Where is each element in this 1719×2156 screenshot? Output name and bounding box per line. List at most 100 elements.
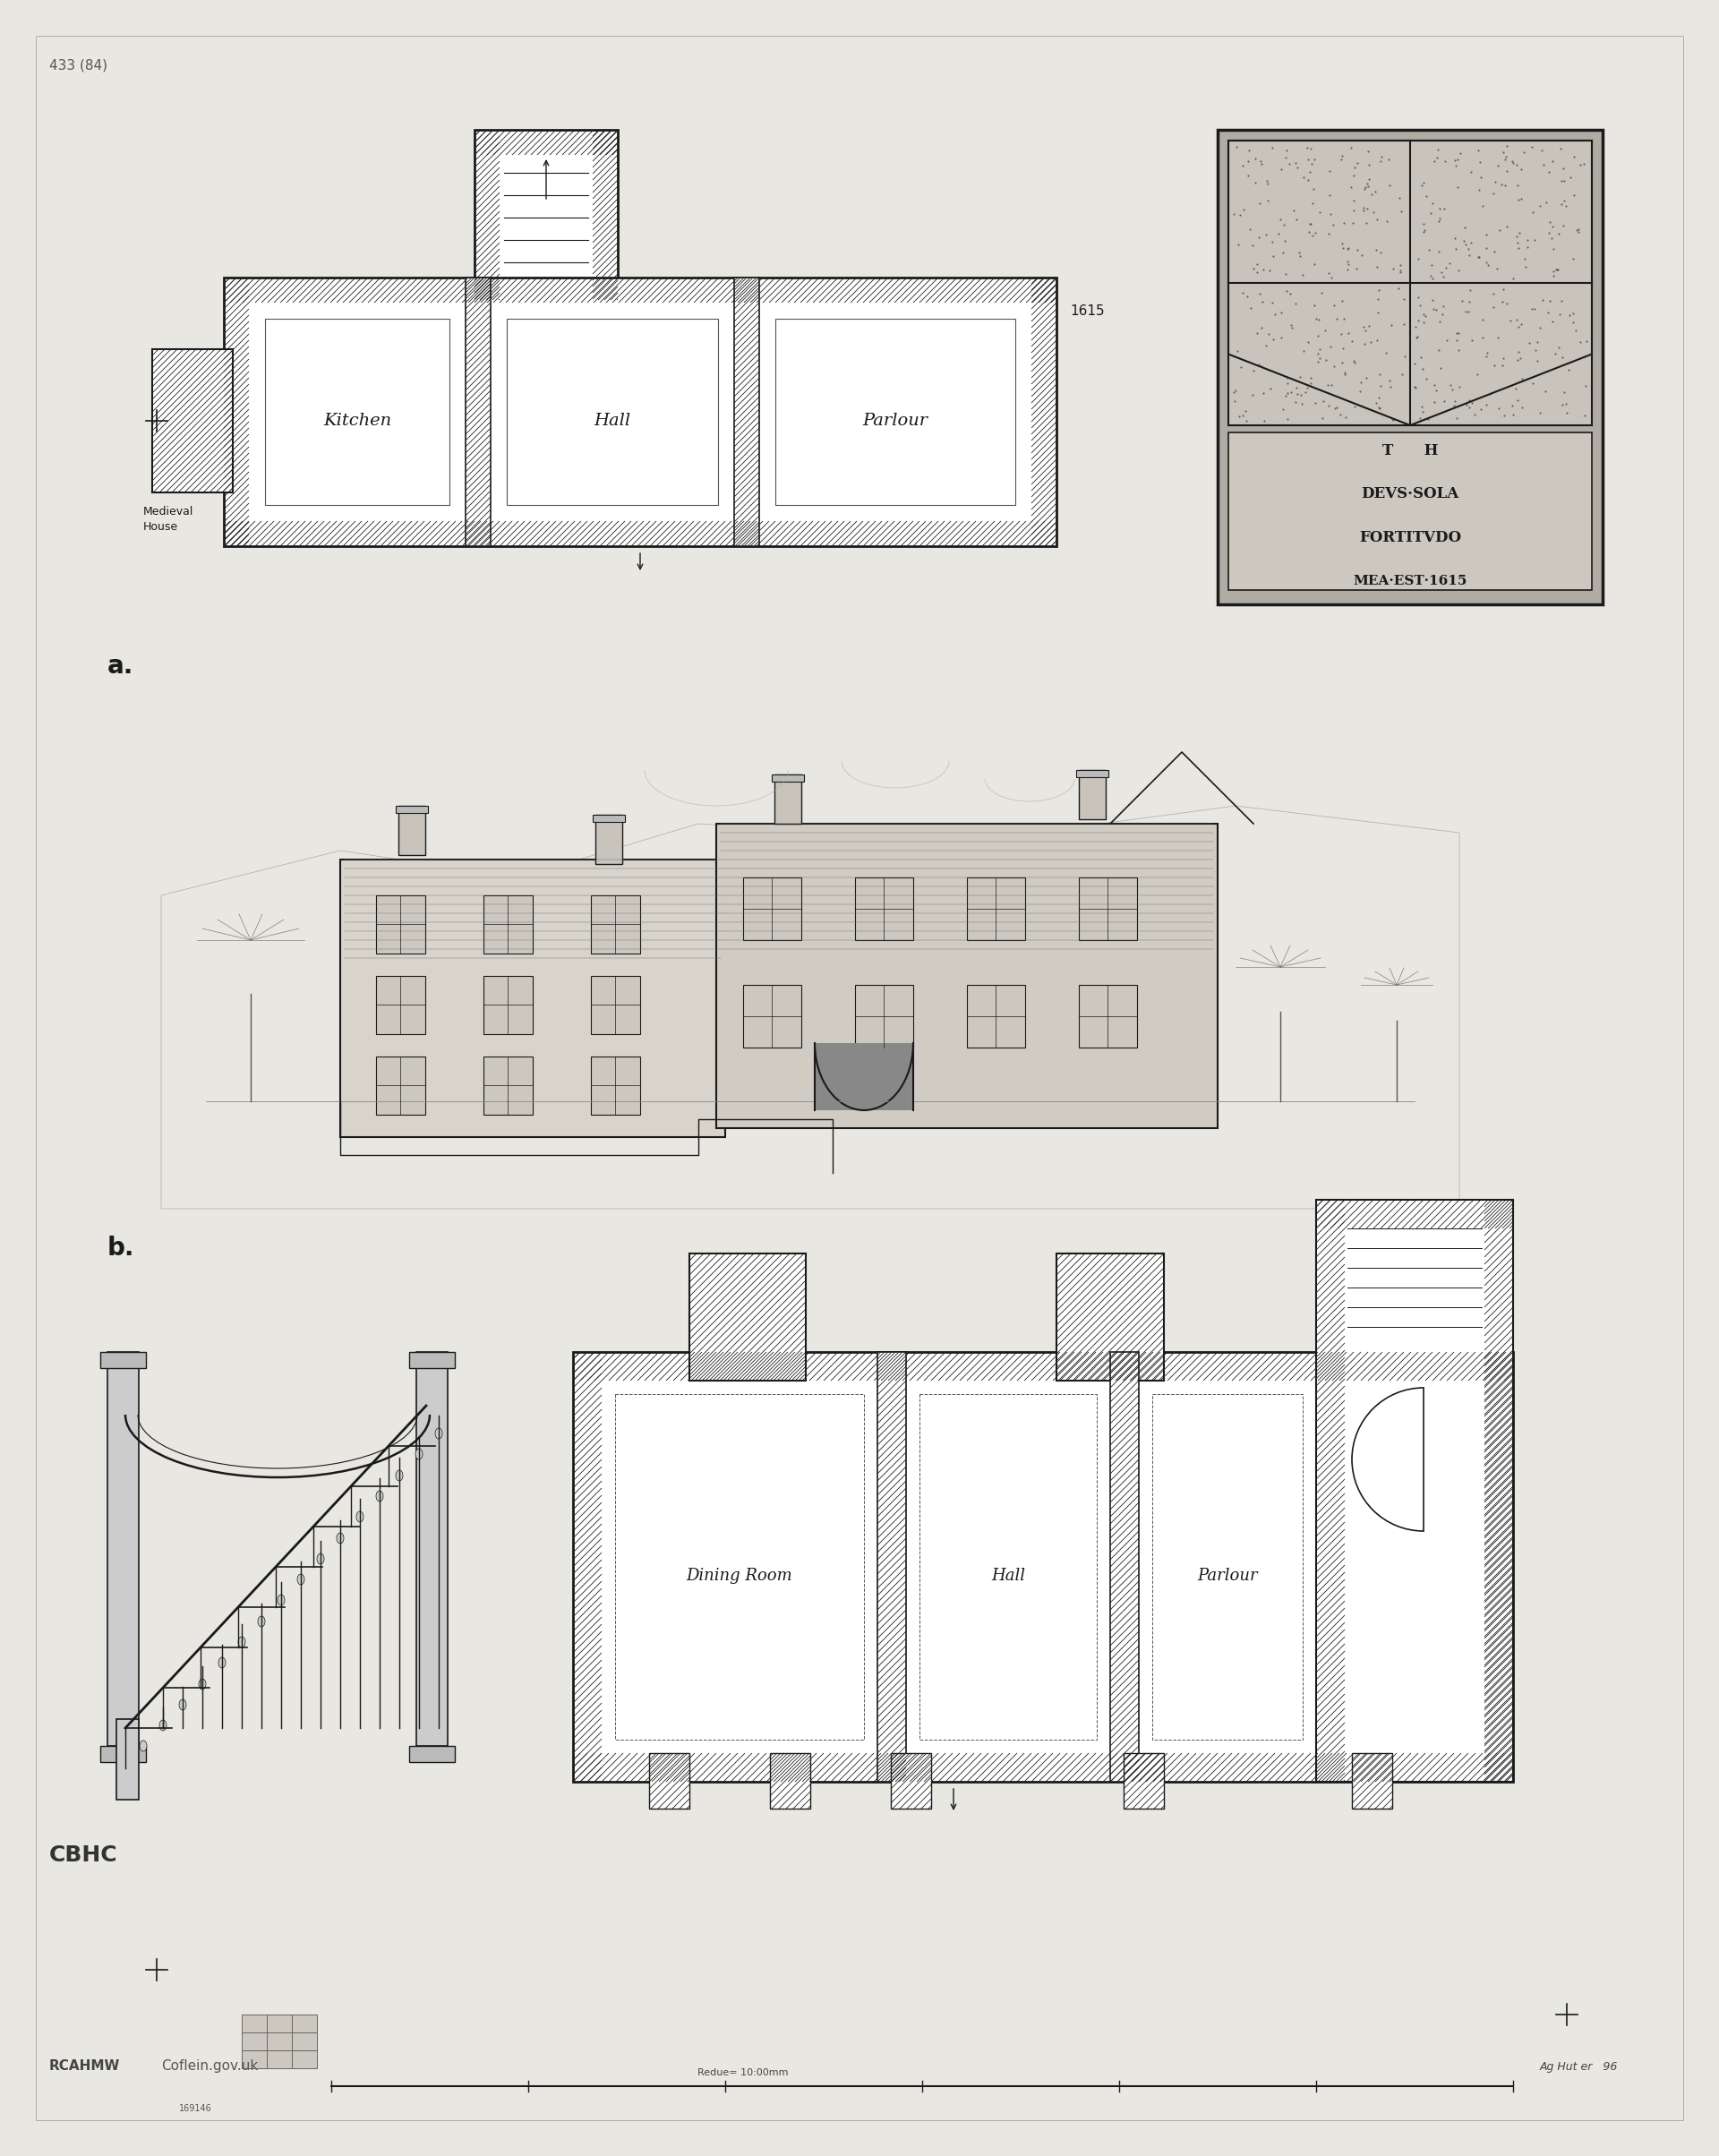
Point [1318, 207, 1346, 241]
Point [1318, 369, 1346, 403]
Point [1466, 144, 1494, 179]
Point [1539, 304, 1566, 338]
Point [1282, 384, 1310, 418]
Point [1375, 364, 1403, 399]
Point [1446, 369, 1473, 403]
Point [1355, 162, 1382, 196]
Point [1246, 144, 1274, 179]
Point [1471, 218, 1499, 252]
Point [1312, 343, 1339, 377]
Bar [1080, 770, 1105, 819]
Point [1234, 144, 1262, 179]
Point [1456, 390, 1483, 425]
Point [1262, 298, 1289, 332]
Point [1239, 354, 1267, 388]
Point [1250, 252, 1277, 287]
Point [1492, 209, 1520, 244]
Point [1504, 183, 1532, 218]
Point [1391, 338, 1418, 373]
Point [1526, 395, 1554, 429]
Point [1549, 341, 1576, 375]
Bar [1351, 1753, 1392, 1809]
Point [1377, 369, 1404, 403]
Point [1535, 216, 1563, 250]
Bar [100, 1352, 146, 1369]
Point [1372, 336, 1399, 371]
Point [1502, 147, 1530, 181]
Point [1331, 356, 1358, 390]
Text: Parlour: Parlour [863, 412, 928, 429]
Point [1511, 136, 1539, 170]
Point [1238, 291, 1265, 326]
Point [1236, 213, 1263, 248]
Point [1274, 401, 1301, 436]
Point [1454, 233, 1482, 267]
Point [1480, 235, 1508, 270]
Point [1306, 341, 1334, 375]
Point [1361, 175, 1389, 209]
Point [1355, 168, 1382, 203]
Bar [376, 895, 425, 953]
Point [1391, 306, 1418, 341]
Point [1313, 369, 1341, 403]
Text: DEVS·SOLA: DEVS·SOLA [1361, 487, 1459, 502]
Point [1277, 375, 1305, 410]
Point [1418, 282, 1446, 317]
Bar [1152, 1395, 1303, 1740]
Point [1274, 367, 1301, 401]
Bar [854, 877, 913, 940]
Point [1329, 330, 1356, 364]
Bar [591, 895, 639, 953]
Point [1410, 213, 1437, 248]
Point [1502, 220, 1530, 254]
Text: Ag Hut er   96: Ag Hut er 96 [1540, 2061, 1618, 2072]
Point [1327, 397, 1355, 431]
Bar [409, 1746, 456, 1761]
Point [1229, 399, 1257, 433]
Ellipse shape [258, 1617, 265, 1628]
Point [1490, 168, 1518, 203]
Point [1415, 401, 1442, 436]
Point [1411, 298, 1439, 332]
Point [1363, 323, 1391, 358]
Point [1410, 166, 1437, 201]
Point [1513, 229, 1540, 263]
Point [1404, 319, 1432, 354]
Bar [483, 977, 533, 1035]
Point [1425, 205, 1453, 239]
Point [1308, 401, 1336, 436]
Point [1253, 164, 1281, 198]
Point [1559, 179, 1587, 213]
Text: Kitchen: Kitchen [323, 412, 392, 429]
Point [1289, 160, 1317, 194]
Point [1547, 164, 1575, 198]
Text: a.: a. [107, 653, 134, 679]
Bar [266, 2014, 292, 2033]
Point [1542, 336, 1569, 371]
Point [1337, 132, 1365, 166]
Point [1504, 224, 1532, 259]
Text: 433 (84): 433 (84) [50, 58, 107, 71]
Point [1337, 170, 1365, 205]
Point [1427, 201, 1454, 235]
Point [1404, 241, 1432, 276]
Bar [242, 2050, 266, 2068]
Point [1367, 369, 1394, 403]
Bar [615, 1395, 865, 1740]
Point [1458, 386, 1485, 420]
Point [1473, 338, 1501, 373]
Point [1329, 345, 1356, 379]
Point [1294, 142, 1322, 177]
Bar [292, 2014, 316, 2033]
Bar [966, 877, 1025, 940]
Point [1315, 216, 1343, 250]
Point [1554, 351, 1581, 386]
Point [1475, 377, 1502, 412]
Point [1353, 166, 1380, 201]
Point [1480, 276, 1508, 310]
Point [1547, 132, 1575, 166]
Point [1224, 334, 1251, 369]
Point [1420, 369, 1447, 403]
Ellipse shape [316, 1554, 325, 1563]
Point [1511, 241, 1539, 276]
